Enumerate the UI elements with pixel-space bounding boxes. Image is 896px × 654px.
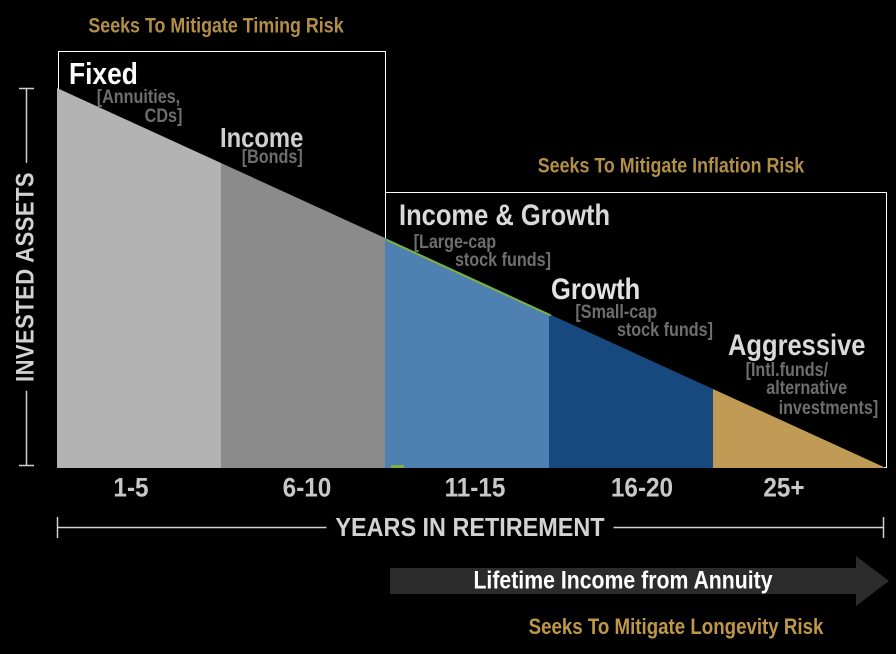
longevity-risk-title: Seeks To Mitigate Longevity Risk: [528, 614, 824, 639]
band-growth: [549, 314, 713, 468]
segment-sublabel-aggressive-line3: investments]: [778, 398, 878, 419]
segment-label-fixed: Fixed: [69, 56, 138, 91]
segment-sublabel-fixed-line2: CDs]: [144, 106, 182, 127]
segment-sublabel-income-growth-line1: [Large-cap: [413, 232, 496, 253]
x-tick-11-15: 11-15: [444, 472, 506, 503]
segment-sublabel-fixed-line1: [Annuities,: [96, 87, 180, 108]
band-fixed: [57, 88, 221, 468]
x-tick-25plus: 25+: [763, 472, 805, 503]
segment-sublabel-growth-line2: stock funds]: [616, 320, 713, 341]
band-aggressive: [713, 389, 886, 468]
green-accent-lines: [385, 238, 552, 468]
x-tick-16-20: 16-20: [610, 472, 674, 503]
segment-sublabel-aggressive-line2: alternative: [766, 378, 847, 399]
timing-risk-title: Seeks To Mitigate Timing Risk: [88, 14, 344, 38]
green-diagonal-line: [385, 238, 552, 317]
band-income-growth: [385, 238, 549, 468]
segment-sublabel-income-line1: [Bonds]: [241, 147, 303, 168]
segment-sublabel-aggressive-line1: [Intl.funds/: [745, 360, 828, 381]
inflation-risk-title: Seeks To Mitigate Inflation Risk: [537, 154, 805, 178]
annuity-arrow-label: Lifetime Income from Annuity: [473, 566, 773, 595]
segment-label-income-growth: Income & Growth: [399, 199, 611, 232]
y-axis-label: INVESTED ASSETS: [5, 163, 47, 391]
band-income: [221, 163, 385, 468]
x-tick-1-5: 1-5: [113, 472, 149, 503]
annuity-arrow: [390, 556, 889, 606]
segment-label-growth: Growth: [551, 273, 641, 306]
segment-label-aggressive: Aggressive: [728, 329, 866, 362]
x-tick-6-10: 6-10: [282, 472, 332, 503]
segment-sublabel-growth-line1: [Small-cap: [575, 302, 657, 323]
x-axis-label: YEARS IN RETIREMENT: [326, 513, 614, 541]
segment-label-income: Income: [220, 122, 304, 153]
segment-sublabel-income-growth-line2: stock funds]: [454, 250, 551, 271]
